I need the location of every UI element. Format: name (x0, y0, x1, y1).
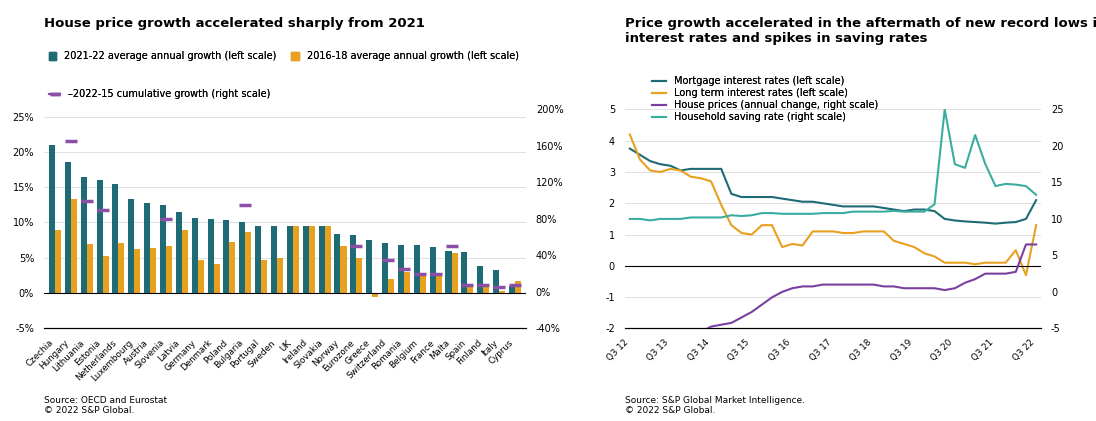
Bar (134, 248, 140, 293)
Bar (255, 226, 261, 293)
Bar (65, 163, 71, 293)
Bar (334, 234, 341, 293)
Bar (414, 245, 420, 293)
Bar (398, 245, 404, 293)
Bar (246, 232, 251, 293)
Bar (483, 285, 489, 293)
Bar (192, 218, 197, 293)
Bar (118, 243, 125, 293)
Bar (452, 253, 457, 293)
Bar (239, 222, 246, 293)
Bar (388, 279, 395, 293)
Legend: Mortgage interest rates (left scale), Long term interest rates (left scale), Hou: Mortgage interest rates (left scale), Lo… (651, 77, 878, 122)
Legend: –2022-15 cumulative growth (right scale): –2022-15 cumulative growth (right scale) (48, 89, 271, 99)
Bar (49, 145, 55, 293)
Bar (81, 176, 87, 293)
Bar (319, 226, 324, 293)
Bar (341, 246, 346, 293)
Bar (113, 184, 118, 293)
Bar (182, 229, 187, 293)
Bar (150, 248, 156, 293)
Bar (103, 256, 109, 293)
Bar (420, 275, 426, 293)
Text: Source: OECD and Eurostat
© 2022 S&P Global.: Source: OECD and Eurostat © 2022 S&P Glo… (44, 396, 167, 415)
Bar (461, 252, 467, 293)
Bar (351, 235, 356, 293)
Bar (477, 266, 483, 293)
Bar (160, 205, 165, 293)
Bar (214, 264, 219, 293)
Bar (277, 258, 283, 293)
Bar (309, 226, 315, 293)
Bar (175, 212, 182, 293)
Bar (144, 203, 150, 293)
Bar (229, 242, 236, 293)
Bar (467, 285, 473, 293)
Bar (128, 199, 134, 293)
Text: Source: S&P Global Market Intelligence.
© 2022 S&P Global.: Source: S&P Global Market Intelligence. … (625, 396, 804, 415)
Bar (356, 258, 363, 293)
Bar (224, 220, 229, 293)
Bar (96, 180, 103, 293)
Bar (207, 219, 214, 293)
Bar (499, 291, 505, 293)
Bar (366, 240, 373, 293)
Bar (445, 250, 452, 293)
Bar (271, 226, 277, 293)
Bar (287, 226, 293, 293)
Bar (324, 226, 331, 293)
Bar (55, 230, 61, 293)
Bar (373, 293, 378, 297)
Bar (71, 199, 77, 293)
Bar (302, 226, 309, 293)
Bar (165, 246, 172, 293)
Text: Price growth accelerated in the aftermath of new record lows in
interest rates a: Price growth accelerated in the aftermat… (625, 17, 1096, 45)
Bar (404, 272, 410, 293)
Bar (87, 244, 93, 293)
Bar (515, 281, 521, 293)
Bar (197, 260, 204, 293)
Bar (509, 286, 515, 293)
Bar (261, 260, 267, 293)
Text: House price growth accelerated sharply from 2021: House price growth accelerated sharply f… (44, 17, 425, 30)
Bar (435, 275, 442, 293)
Legend: 2021-22 average annual growth (left scale), 2016-18 average annual growth (left : 2021-22 average annual growth (left scal… (48, 51, 518, 61)
Bar (383, 243, 388, 293)
Bar (430, 247, 435, 293)
Bar (293, 226, 299, 293)
Bar (493, 270, 499, 293)
